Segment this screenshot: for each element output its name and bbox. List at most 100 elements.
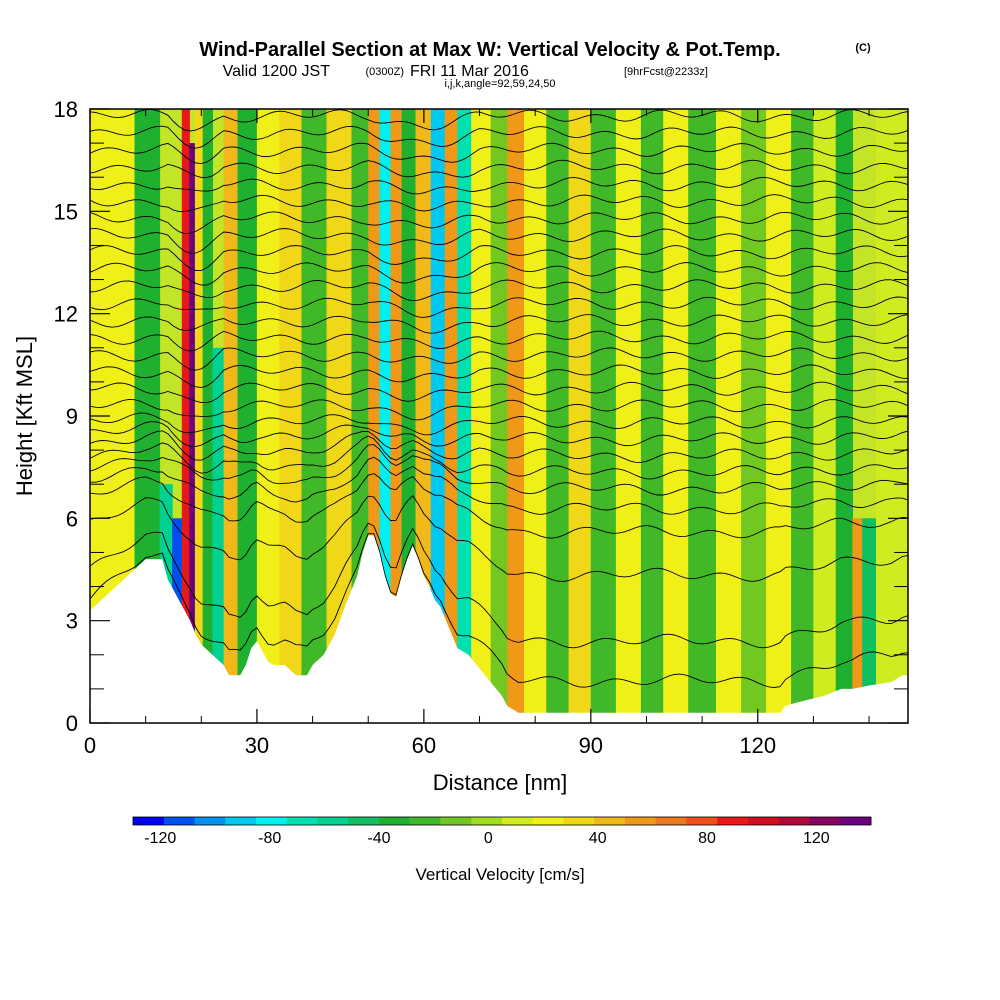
velocity-band — [457, 109, 472, 723]
colorbar-swatch — [133, 817, 165, 825]
colorbar-swatch — [225, 817, 257, 825]
y-tick-label: 0 — [66, 711, 78, 736]
colorbar-swatch — [655, 817, 687, 825]
y-tick-label: 3 — [66, 609, 78, 634]
velocity-band — [181, 109, 190, 723]
velocity-band — [862, 518, 877, 723]
velocity-band — [379, 109, 392, 723]
x-axis-title: Distance [nm] — [433, 770, 568, 795]
colorbar-swatch — [840, 817, 872, 825]
colorbar: -120 -80 -40 0 40 80 120 — [132, 816, 872, 847]
copyright-mark: (C) — [855, 42, 871, 54]
velocity-band — [766, 109, 792, 723]
colorbar-swatch — [286, 817, 318, 825]
colorbar-swatch — [256, 817, 288, 825]
x-tick-label: 120 — [739, 733, 776, 758]
velocity-band — [301, 109, 328, 723]
colorbar-title: Vertical Velocity [cm/s] — [415, 865, 584, 884]
colorbar-swatch — [532, 817, 564, 825]
y-tick-label: 18 — [54, 97, 78, 122]
velocity-band — [568, 109, 592, 723]
theta-contour — [90, 444, 908, 496]
velocity-band — [256, 109, 280, 723]
colorbar-swatch — [717, 817, 749, 825]
grid-index-label: i,j,k,angle=92,59,24,50 — [444, 78, 555, 90]
velocity-band — [688, 109, 717, 723]
velocity-band — [471, 109, 492, 723]
velocity-band — [813, 109, 837, 723]
velocity-band — [237, 109, 258, 723]
theta-contour — [90, 159, 908, 178]
colorbar-swatch — [440, 817, 472, 825]
x-tick-label: 30 — [245, 733, 269, 758]
colorbar-swatch — [317, 817, 349, 825]
colorbar-swatch — [778, 817, 810, 825]
theta-contour — [90, 262, 908, 286]
colorbar-swatch — [594, 817, 626, 825]
colorbar-swatch — [748, 817, 780, 825]
colorbar-frame — [132, 816, 872, 826]
y-tick-label: 9 — [66, 404, 78, 429]
velocity-band — [390, 109, 403, 723]
y-axis: 0 3 6 9 12 15 18 — [54, 97, 908, 736]
colorbar-swatch — [163, 817, 195, 825]
velocity-band — [279, 109, 303, 723]
theta-contour — [90, 142, 908, 165]
colorbar-tick-label: -40 — [367, 830, 390, 847]
theta-contour — [90, 398, 908, 421]
velocity-band — [223, 109, 239, 723]
theta-contour — [90, 381, 908, 404]
colorbar-swatch — [563, 817, 595, 825]
theta-contour — [90, 533, 908, 688]
potential-temperature-contours — [90, 109, 908, 688]
velocity-band — [852, 518, 863, 723]
theta-contour — [90, 245, 908, 271]
colorbar-tick-label: 40 — [589, 830, 607, 847]
y-tick-label: 15 — [54, 199, 78, 224]
theta-contour — [90, 125, 908, 149]
colorbar-swatch — [471, 817, 503, 825]
velocity-band — [368, 109, 380, 723]
velocity-band — [189, 143, 196, 723]
theta-contour — [90, 279, 908, 302]
forecast-label: [9hrFcst@2233z] — [624, 66, 708, 78]
theta-contour — [90, 314, 908, 334]
colorbar-tick-label: 0 — [484, 830, 493, 847]
colorbar-swatch — [502, 817, 534, 825]
theta-contour — [90, 330, 908, 352]
colorbar-swatch — [809, 817, 841, 825]
velocity-band — [663, 109, 689, 723]
colorbar-tick-label: 80 — [698, 830, 716, 847]
theta-contour — [90, 211, 908, 235]
minor-ticks — [90, 109, 908, 723]
chart-title: Wind-Parallel Section at Max W: Vertical… — [199, 39, 780, 61]
velocity-band — [507, 109, 525, 723]
velocity-band — [741, 109, 767, 723]
y-axis-title: Height [Kft MSL] — [12, 336, 37, 496]
x-tick-label: 60 — [412, 733, 436, 758]
colorbar-swatch — [348, 817, 380, 825]
valid-date-label: FRI 11 Mar 2016 — [410, 63, 529, 80]
theta-contour — [90, 194, 908, 213]
y-tick-label: 12 — [54, 302, 78, 327]
terrain-mask — [90, 535, 908, 723]
theta-contour — [90, 296, 908, 318]
valid-utc-label: (0300Z) — [365, 66, 404, 78]
theta-contour — [90, 412, 908, 436]
theta-contour — [90, 421, 908, 448]
velocity-band — [640, 109, 664, 723]
colorbar-swatch — [194, 817, 226, 825]
colorbar-tick-label: -120 — [144, 830, 176, 847]
theta-contour — [90, 109, 908, 132]
theta-contour — [90, 176, 908, 195]
x-tick-label: 0 — [84, 733, 96, 758]
colorbar-tick-label: 120 — [803, 830, 830, 847]
velocity-band — [524, 109, 547, 723]
valid-time-label: Valid 1200 JST — [223, 63, 331, 80]
velocity-band — [444, 109, 458, 723]
colorbar-swatch — [379, 817, 411, 825]
theta-contour — [90, 364, 908, 388]
y-tick-label: 6 — [66, 506, 78, 531]
velocity-band — [546, 109, 570, 723]
